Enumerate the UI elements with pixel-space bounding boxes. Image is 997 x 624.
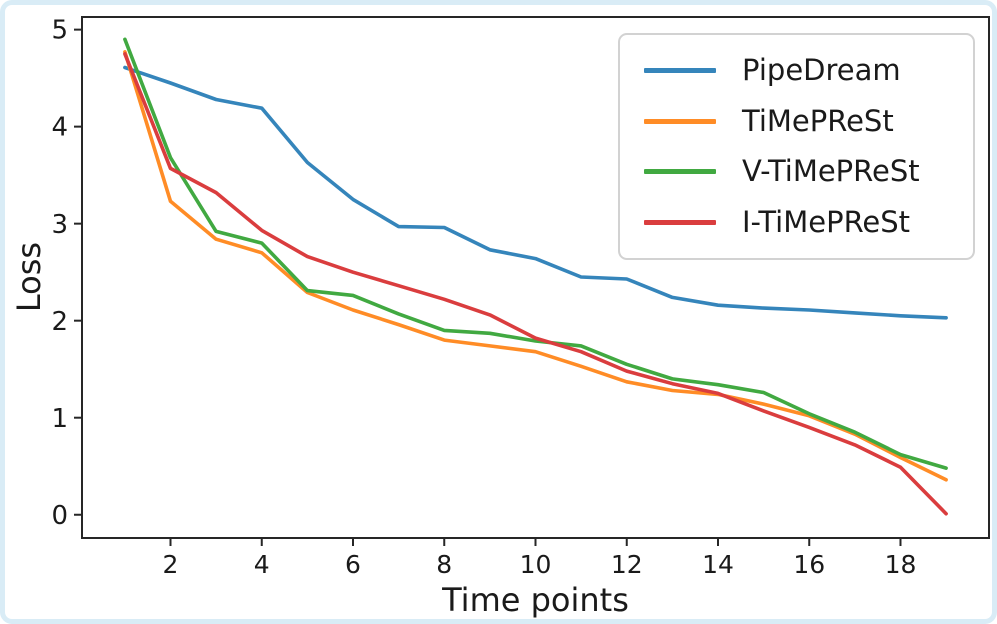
x-tick-label: 12	[611, 550, 643, 579]
series-line-i-timeprest	[123, 52, 948, 516]
legend-swatch-i-timeprest	[644, 220, 716, 226]
legend-swatch-v-timeprest	[644, 169, 716, 175]
series-line-pipedream	[123, 65, 948, 320]
x-tick-label: 14	[702, 550, 734, 579]
x-tick-label: 4	[254, 550, 270, 579]
series-line-v-timeprest	[123, 37, 948, 470]
y-tick-label: 5	[51, 16, 68, 46]
legend-label: PipeDream	[742, 52, 901, 87]
legend-swatch-timeprest	[644, 118, 716, 124]
legend: PipeDream TiMePReSt V-TiMePReSt I-TiMePReSt	[618, 33, 975, 260]
x-tick-label: 10	[520, 550, 552, 579]
legend-entry-pipedream: PipeDream	[644, 52, 963, 87]
legend-label: TiMePReSt	[742, 103, 894, 138]
y-tick-label: 2	[51, 307, 68, 337]
y-tick-label: 0	[51, 501, 68, 531]
legend-entry-v-timeprest: V-TiMePReSt	[644, 157, 963, 186]
x-tick-label: 18	[885, 550, 917, 579]
x-axis-label: Time points	[442, 581, 629, 619]
y-tick-label: 3	[51, 210, 68, 240]
legend-entry-timeprest: TiMePReSt	[644, 103, 963, 138]
x-tick-label: 2	[163, 550, 179, 579]
legend-swatch-pipedream	[644, 67, 716, 73]
y-tick-label: 4	[51, 113, 68, 143]
legend-label: V-TiMePReSt	[742, 154, 920, 189]
series-line-timeprest	[123, 50, 948, 482]
x-tick-label: 6	[345, 550, 361, 579]
legend-label: I-TiMePReSt	[742, 205, 911, 240]
y-axis-label: Loss	[10, 241, 48, 313]
x-tick-label: 16	[793, 550, 825, 579]
legend-entry-i-timeprest: I-TiMePReSt	[644, 208, 963, 237]
x-tick-label: 8	[436, 550, 452, 579]
y-tick-label: 1	[51, 404, 68, 434]
